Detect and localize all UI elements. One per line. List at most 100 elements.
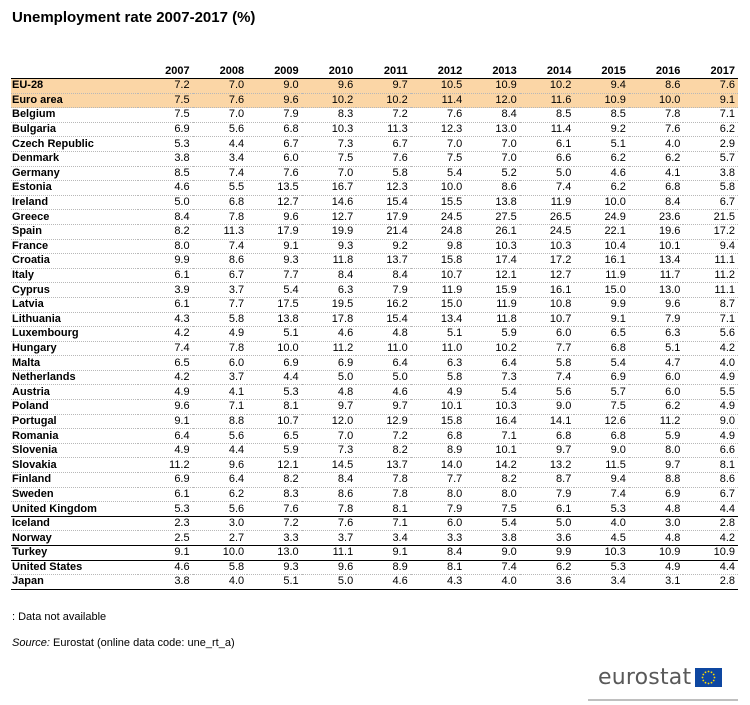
value-cell: 6.8: [628, 180, 684, 196]
value-cell: 7.3: [301, 443, 357, 459]
value-cell: 5.8: [192, 312, 248, 328]
value-cell: 11.7: [628, 268, 684, 284]
value-cell: 24.9: [574, 209, 629, 225]
value-cell: 11.2: [683, 268, 738, 284]
value-cell: 22.1: [574, 224, 629, 240]
country-label: Slovenia: [11, 443, 139, 459]
country-label: Finland: [11, 472, 139, 488]
value-cell: 4.0: [574, 516, 629, 532]
value-cell: 7.6: [628, 122, 684, 138]
value-cell: 6.4: [356, 355, 411, 371]
value-cell: 5.4: [465, 384, 520, 401]
value-cell: 9.9: [574, 297, 629, 313]
value-cell: 5.4: [247, 282, 302, 298]
table-row: EU-28 7.2 7.0 9.0 9.6 9.7 10.5 10.9 10.2 9.4 8.6 7.…: [11, 78, 738, 94]
country-label: Iceland: [11, 516, 139, 532]
value-cell: 6.8: [574, 428, 629, 444]
value-cell: 11.2: [628, 414, 684, 430]
table-row: Latvia 6.1 7.7 17.5 19.5 16.2 15.0 11.9 10.8 9.9 9…: [11, 297, 738, 313]
table-row: Japan 3.8 4.0 5.1 5.0 4.6 4.3 4.0 3.6 3.4 3.1 2.8: [11, 574, 738, 590]
value-cell: 3.8: [138, 574, 193, 590]
page-title: Unemployment rate 2007-2017 (%): [12, 9, 256, 26]
value-cell: 4.2: [683, 341, 738, 357]
country-label: United Kingdom: [11, 501, 139, 517]
value-cell: 10.7: [247, 414, 302, 430]
value-cell: 5.6: [192, 122, 248, 138]
divider: [588, 699, 738, 701]
value-cell: 9.1: [138, 545, 193, 561]
value-cell: 5.5: [192, 180, 248, 196]
table-row: Estonia 4.6 5.5 13.5 16.7 12.3 10.0 8.6 7.4 6.2 6.…: [11, 180, 738, 196]
country-label: Cyprus: [11, 282, 139, 298]
value-cell: 4.9: [138, 443, 193, 459]
value-cell: 9.6: [138, 399, 193, 415]
table-row: Euro area 7.5 7.6 9.6 10.2 10.2 11.4 12.0 11.6 10…: [11, 93, 738, 109]
country-column-header: [11, 64, 139, 79]
value-cell: 4.9: [683, 428, 738, 444]
value-cell: 7.4: [574, 487, 629, 503]
value-cell: 5.6: [192, 501, 248, 517]
value-cell: 9.4: [683, 239, 738, 255]
value-cell: 16.1: [574, 253, 629, 269]
value-cell: 8.4: [301, 472, 357, 488]
value-cell: 11.9: [410, 282, 466, 298]
value-cell: 16.2: [356, 297, 411, 313]
value-cell: 27.5: [465, 209, 520, 225]
value-cell: 11.3: [356, 122, 411, 138]
value-cell: 6.6: [519, 151, 575, 167]
value-cell: 7.3: [301, 136, 357, 152]
flag-star: [701, 676, 704, 678]
value-cell: 7.0: [410, 136, 466, 152]
value-cell: 11.2: [138, 457, 193, 474]
value-cell: 7.5: [465, 501, 520, 517]
table-row: Slovakia 11.2 9.6 12.1 14.5 13.7 14.0 14.2 13.2 1…: [11, 457, 738, 474]
value-cell: 16.7: [301, 180, 357, 196]
value-cell: 8.0: [138, 239, 193, 255]
year-column-header: 2014: [519, 64, 575, 79]
value-cell: 11.6: [519, 93, 575, 109]
value-cell: 9.6: [628, 297, 684, 313]
source-label: Source:: [12, 637, 50, 649]
value-cell: 3.7: [301, 530, 357, 546]
flag-star: [710, 670, 713, 673]
value-cell: 11.2: [301, 341, 357, 357]
country-label: Belgium: [11, 107, 139, 123]
value-cell: 9.9: [519, 545, 575, 561]
value-cell: 9.3: [301, 239, 357, 255]
value-cell: 10.3: [519, 239, 575, 255]
value-cell: 6.7: [683, 487, 738, 503]
value-cell: 7.8: [301, 501, 357, 517]
value-cell: 6.2: [519, 560, 575, 576]
table-row: Turkey 9.1 10.0 13.0 11.1 9.1 8.4 9.0 9.9 10.3 10.…: [11, 545, 738, 561]
value-cell: 7.2: [356, 428, 411, 444]
value-cell: 15.5: [410, 195, 466, 211]
value-cell: 13.0: [247, 545, 302, 561]
flag-star: [707, 670, 710, 672]
value-cell: 10.0: [410, 180, 466, 196]
value-cell: 4.1: [628, 166, 684, 182]
value-cell: 8.2: [247, 472, 302, 488]
value-cell: 3.8: [465, 530, 520, 546]
country-label: Bulgaria: [11, 122, 139, 138]
flag-star: [704, 681, 707, 684]
value-cell: 11.1: [301, 545, 357, 561]
table-row: Hungary 7.4 7.8 10.0 11.2 11.0 11.0 10.2 7.7 6.8 5…: [11, 341, 738, 357]
country-label: Croatia: [11, 253, 139, 269]
value-cell: 8.8: [192, 414, 248, 430]
value-cell: 9.0: [465, 545, 520, 561]
value-cell: 6.7: [356, 136, 411, 152]
value-cell: 5.7: [683, 151, 738, 167]
value-cell: 4.9: [628, 560, 684, 576]
table-row: Croatia 9.9 8.6 9.3 11.8 13.7 15.8 17.4 17.2 16.1…: [11, 253, 738, 269]
source-text: Eurostat (online data code: une_rt_a): [52, 637, 235, 649]
value-cell: 8.4: [138, 209, 193, 225]
value-cell: 5.6: [683, 326, 738, 342]
year-column-header: 2015: [574, 64, 629, 79]
value-cell: 14.2: [465, 457, 520, 474]
value-cell: 4.6: [301, 326, 357, 342]
country-label: EU-28: [11, 78, 139, 94]
value-cell: 6.8: [247, 122, 302, 138]
value-cell: 5.3: [247, 384, 302, 401]
value-cell: 10.4: [574, 239, 629, 255]
value-cell: 17.4: [465, 253, 520, 269]
